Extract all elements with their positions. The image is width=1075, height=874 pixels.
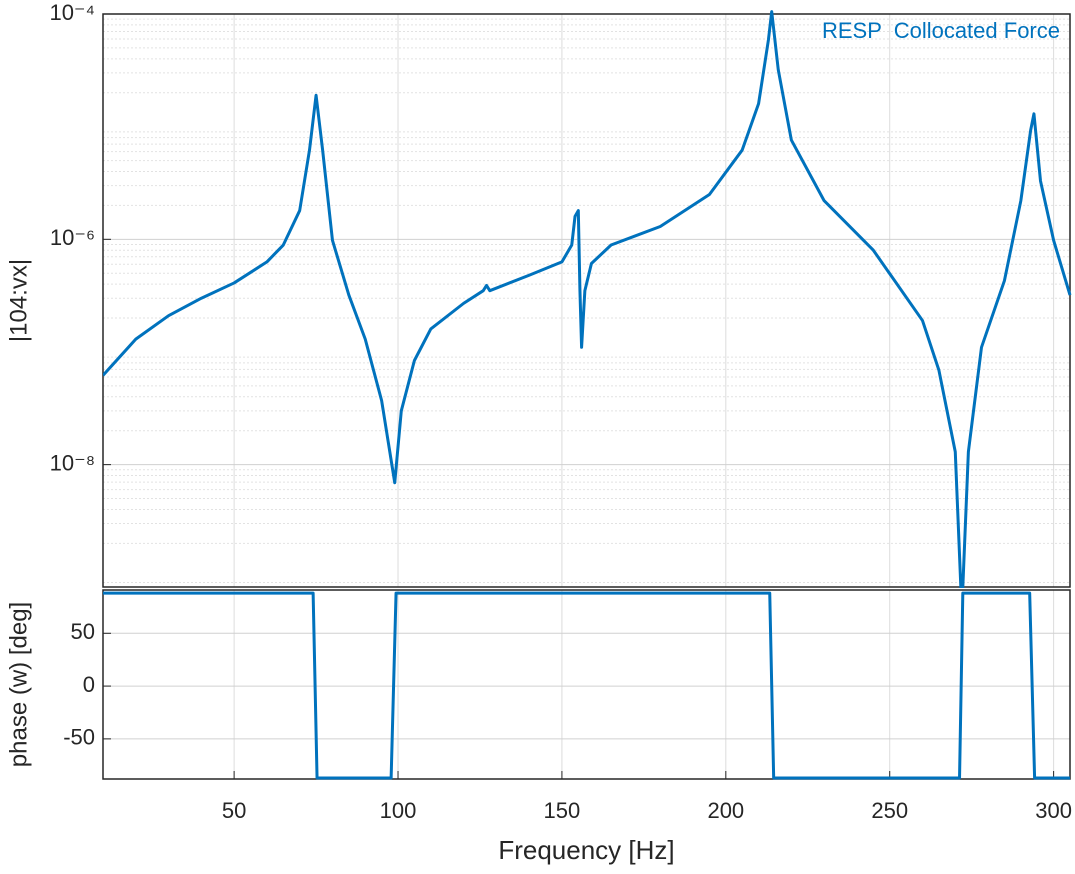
axes-box [102,589,1071,780]
y-tick-label: 10⁻⁶ [50,225,95,250]
x-tick-label: 50 [222,798,246,823]
x-tick-label: 100 [380,798,417,823]
axes-box [102,13,1071,588]
y-tick-label: -50 [63,725,95,750]
y-tick-label: 0 [83,672,95,697]
x-axis-label: Frequency [Hz] [498,835,674,865]
y-tick-label: 50 [71,619,95,644]
y-tick-label: 10⁻⁸ [50,450,95,475]
x-tick-label: 250 [871,798,908,823]
y-axis-label: |104:vx| [5,259,32,342]
x-tick-label: 150 [544,798,581,823]
data-line [103,591,1070,780]
y-tick-label: 10⁻⁴ [49,0,95,25]
data-line [103,10,1072,588]
x-tick-label: 300 [1035,798,1072,823]
legend-label: RESP Collocated Force [822,18,1060,43]
y-axis-label: phase (w) [deg] [5,602,32,767]
x-tick-label: 200 [707,798,744,823]
